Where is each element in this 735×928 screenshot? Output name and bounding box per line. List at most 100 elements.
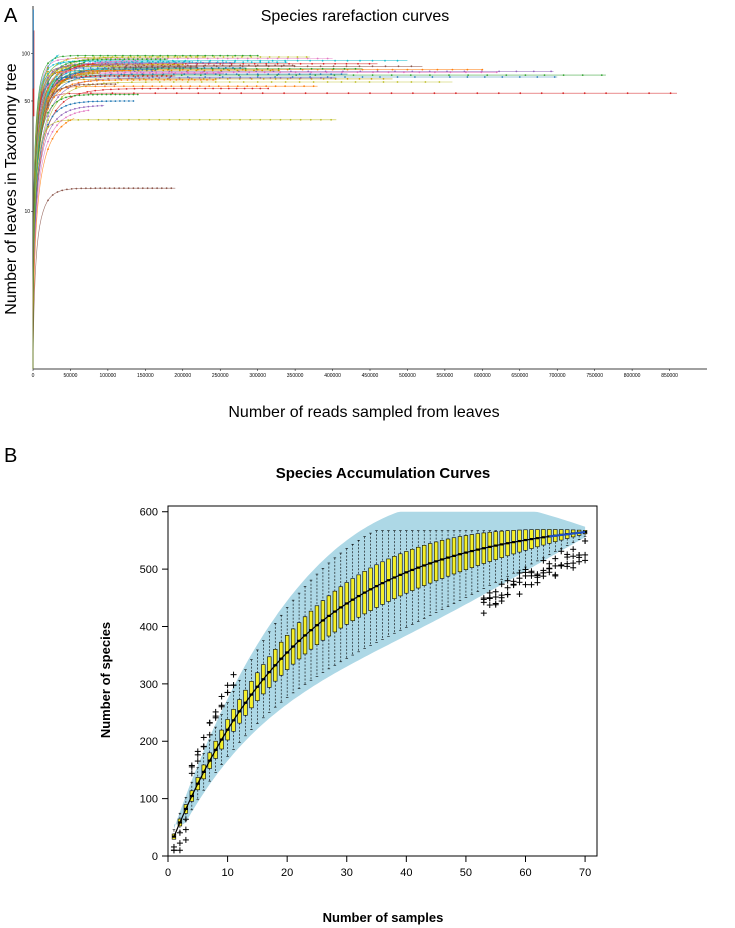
chart-b-outlier [206, 720, 213, 727]
chart-a-curve-point [169, 79, 172, 81]
chart-b-outlier [552, 562, 559, 569]
chart-a-curve-point [78, 69, 81, 72]
chart-a-curve-point [540, 92, 543, 95]
chart-a-curve-point [354, 67, 357, 70]
chart-a-curve-point [279, 77, 282, 79]
chart-a-curve-point [78, 77, 81, 79]
chart-a-curve [32, 83, 117, 369]
chart-a-curve-point [56, 124, 58, 127]
chart-a-curve-point [47, 123, 49, 126]
chart-a-curve-point [161, 56, 164, 58]
chart-a-curve-point [104, 72, 107, 75]
chart-a-curve-point [206, 72, 209, 75]
chart-a-curve-point [187, 69, 189, 72]
chart-a-curve-point [108, 79, 110, 82]
chart-a-curve-point [346, 68, 349, 71]
chart-a-curve-point [161, 63, 164, 66]
chart-a-curve-point [369, 92, 371, 95]
chart-a-curve-point [146, 63, 149, 66]
chart-a-curve [32, 92, 677, 370]
chart-a-curve-point [131, 81, 133, 84]
chart-a-curve-point [74, 66, 76, 69]
chart-a-curve-point [199, 74, 202, 76]
chart-a-x-tick-label: 600000 [474, 373, 491, 379]
chart-a-curve-point [69, 66, 72, 69]
chart-a-curve-point [62, 101, 65, 103]
chart-a-curve-point [75, 87, 77, 90]
chart-a-curve-point [150, 56, 153, 58]
chart-a-curve-point [359, 59, 361, 62]
chart-a-curve-point [346, 78, 349, 80]
chart-a-curve-point [136, 58, 139, 61]
chart-a-curve-point [51, 194, 54, 196]
chart-a-curve-point [200, 81, 203, 83]
chart-a-curve-point [216, 57, 219, 60]
chart-a-curve-point [162, 60, 165, 63]
chart-a-curve-point [310, 71, 312, 74]
chart-a-curve-point [123, 75, 125, 77]
chart-a-curve-point [326, 57, 329, 60]
chart-a-curve-point [56, 55, 58, 57]
chart-a-curve-point [483, 76, 486, 78]
chart-a-curve [32, 187, 176, 369]
chart-a-curve-point [142, 78, 145, 80]
chart-a-curve-point [390, 74, 393, 76]
chart-a-curve-point [200, 67, 203, 70]
chart-a-curve-point [181, 68, 184, 71]
chart-a-curve-point [96, 83, 99, 86]
chart-a-curve-point [96, 61, 99, 64]
chart-a-curve-point [74, 64, 76, 67]
chart-a-curve-point [162, 66, 165, 68]
chart-a-curve-point [196, 54, 199, 57]
chart-a-curve-point [129, 54, 132, 57]
chart-a-curve-point [299, 67, 302, 70]
chart-a-curve-point [274, 85, 277, 88]
chart-a-curve-line [32, 72, 498, 370]
chart-a-curve-point [47, 88, 49, 91]
chart-a-curve-point [119, 65, 121, 68]
chart-a-curve-point [320, 118, 322, 121]
chart-a-curve-point [208, 118, 211, 121]
chart-a-curve-point [78, 74, 81, 76]
chart-a-curve-point [77, 81, 80, 84]
chart-a-curve-point [286, 68, 289, 71]
chart-a-curve [32, 74, 606, 370]
chart-a-curve [32, 75, 176, 369]
chart-a-curve-point [256, 81, 259, 83]
chart-a-curve-point [120, 79, 123, 81]
chart-a-curve-point [83, 94, 85, 96]
chart-a-curve-point [68, 60, 70, 63]
chart-a-curve-point [449, 76, 451, 78]
chart-b-outlier [498, 592, 505, 599]
chart-a-curve-point [550, 70, 552, 73]
chart-a-curve-point [283, 64, 285, 67]
chart-a-curve-point [188, 118, 191, 121]
chart-a-curve-point [62, 55, 64, 58]
chart-a-curve-point [56, 78, 58, 80]
chart-a-curve-line [32, 79, 217, 370]
chart-a-curve-point [101, 65, 103, 68]
chart-a-curve-point [69, 73, 72, 76]
chart-b-outlier [522, 566, 529, 573]
chart-b-outlier [182, 836, 189, 843]
chart-a-curve-point [110, 100, 112, 102]
chart-a-curve-point [183, 73, 186, 75]
chart-a-curve-point [274, 76, 276, 78]
chart-b-outlier [194, 751, 201, 758]
chart-a-curve [32, 104, 105, 369]
chart-a-curve-point [455, 92, 457, 95]
chart-a-curve-point [296, 57, 299, 60]
chart-b-outlier [218, 693, 225, 700]
chart-a-curve-point [198, 118, 201, 121]
chart-a-curve-point [85, 187, 87, 190]
chart-a-curve-point [236, 57, 239, 60]
chart-a-curve-point [467, 74, 469, 76]
chart-a-curve-point [199, 61, 202, 64]
chart-b-outlier [230, 671, 237, 678]
chart-a-curve-point [238, 74, 240, 76]
chart-a-curve-point [136, 93, 139, 96]
chart-a-curve-point [225, 73, 228, 75]
chart-a-curve-point [231, 56, 234, 58]
chart-a-curve-point [173, 66, 176, 68]
chart-a-curve-point [256, 64, 259, 67]
